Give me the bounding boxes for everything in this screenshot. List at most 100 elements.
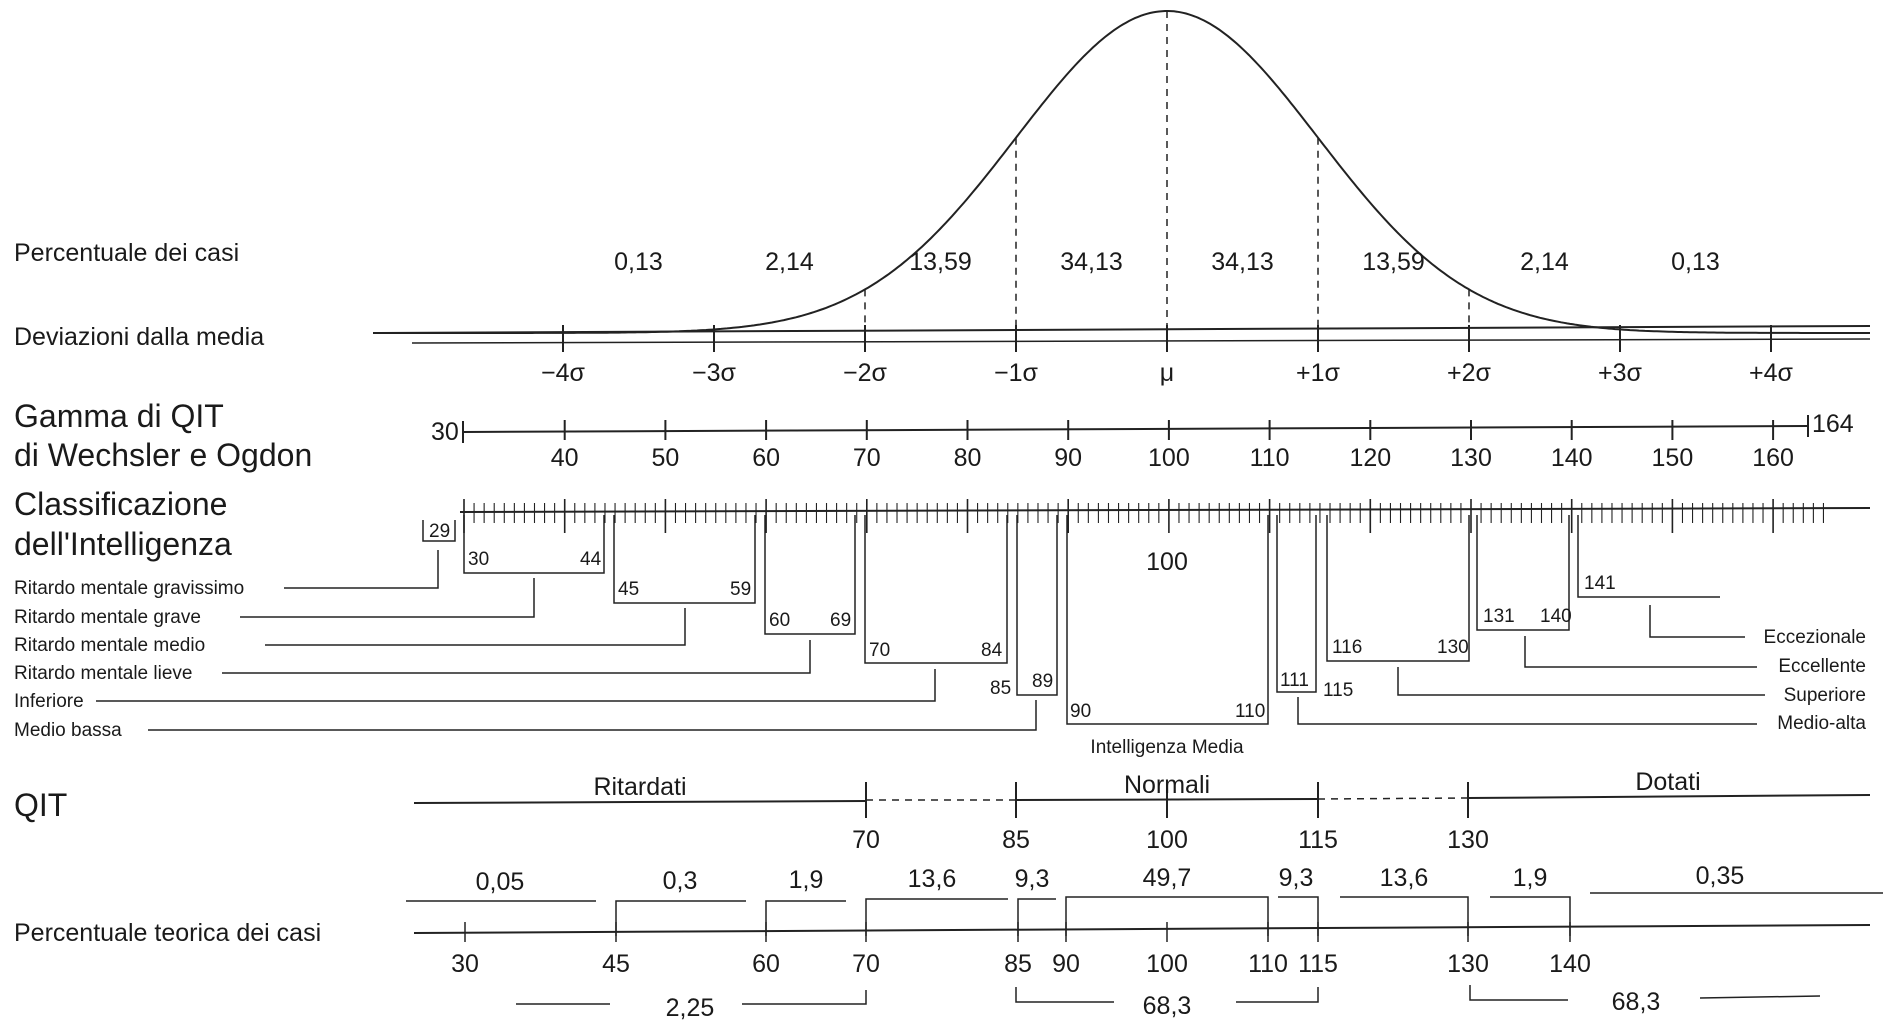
theoretical-percentage: 13,6 bbox=[908, 865, 957, 893]
range-superiore-min: 116 bbox=[1332, 637, 1362, 658]
total-225-right bbox=[742, 990, 867, 1005]
qit-tick-label: 85 bbox=[1002, 826, 1030, 854]
theoretical-tick-label: 130 bbox=[1447, 950, 1489, 978]
theoretical-percentages: 0,05 0,3 1,9 13,6 9,3 49,7 9,3 13,6 1,9 0,35 bbox=[476, 862, 1745, 896]
range-inferiore-min: 70 bbox=[869, 640, 890, 661]
label-gamma-line1: Gamma di QIT bbox=[14, 398, 224, 434]
normal-curve bbox=[373, 10, 1870, 334]
iq-tick-label: 120 bbox=[1349, 444, 1391, 472]
range-gravissimo: 29 bbox=[429, 521, 450, 542]
bracket-inferiore bbox=[864, 515, 1008, 664]
intelligenza-media-label: Intelligenza Media bbox=[1090, 737, 1244, 758]
range-lieve-min: 60 bbox=[769, 610, 790, 631]
sigma-label: −1σ bbox=[994, 359, 1039, 387]
sigma-label: μ bbox=[1160, 359, 1174, 387]
iq-tick-label: 140 bbox=[1551, 444, 1593, 472]
iq-scale-axis bbox=[462, 425, 1809, 433]
curve-percentage: 13,59 bbox=[909, 248, 972, 276]
leader-medio-alta bbox=[1297, 697, 1757, 725]
sigma-label: +1σ bbox=[1296, 359, 1341, 387]
range-eccellente-max: 140 bbox=[1540, 606, 1572, 627]
theoretical-tick-label: 100 bbox=[1146, 950, 1188, 978]
iq-tick-label: 90 bbox=[1054, 444, 1082, 472]
theoretical-percentage: 0,35 bbox=[1696, 862, 1745, 890]
iq-tick-label: 60 bbox=[752, 444, 780, 472]
qit-line-dotati bbox=[1467, 794, 1871, 799]
leader-eccellente bbox=[1524, 636, 1757, 668]
bracket-medio-alta bbox=[1276, 515, 1317, 693]
sigma-label: +4σ bbox=[1749, 359, 1794, 387]
qit-tick-label: 100 bbox=[1146, 826, 1188, 854]
iq-tick-label: 110 bbox=[1250, 444, 1290, 472]
label-percentuale-teorica: Percentuale teorica dei casi bbox=[14, 919, 322, 947]
qit-group-ritardati: Ritardati bbox=[593, 773, 686, 801]
bracket-superiore bbox=[1326, 515, 1470, 662]
label-gamma-line2: di Wechsler e Ogdon bbox=[14, 437, 313, 473]
class-gravissimo: Ritardo mentale gravissimo bbox=[14, 578, 244, 599]
range-superiore-max: 130 bbox=[1437, 637, 1469, 658]
range-lieve-max: 69 bbox=[830, 610, 851, 631]
curve-percentage: 2,14 bbox=[765, 248, 814, 276]
curve-baseline bbox=[372, 325, 1871, 334]
bracket-eccellente bbox=[1476, 515, 1570, 631]
total-683-center: 68,3 bbox=[1143, 992, 1192, 1020]
iq-scale-ticks: 40 50 60 70 80 90 100 110 120 130 140 150 160 bbox=[551, 420, 1794, 472]
theoretical-percentage: 1,9 bbox=[789, 866, 824, 894]
theoretical-percentage: 9,3 bbox=[1015, 865, 1050, 893]
curve-percentages: 0,13 2,14 13,59 34,13 34,13 13,59 2,14 0,13 bbox=[614, 248, 1720, 276]
theoretical-percentage: 0,05 bbox=[476, 868, 525, 896]
theoretical-tick-label: 70 bbox=[852, 950, 880, 978]
bracket-medio bbox=[613, 515, 756, 604]
theoretical-percentage: 9,3 bbox=[1279, 864, 1314, 892]
pct-bar-6 bbox=[1065, 896, 1269, 936]
class-superiore: Superiore bbox=[1784, 685, 1866, 706]
theoretical-tick-label: 60 bbox=[752, 950, 780, 978]
sigma-marks: −4σ −3σ −2σ −1σ μ +1σ +2σ +3σ +4σ bbox=[541, 11, 1794, 387]
class-eccezionale: Eccezionale bbox=[1764, 627, 1866, 648]
qit-dash-right bbox=[1317, 797, 1469, 800]
class-medio-bassa: Medio bassa bbox=[14, 720, 122, 741]
range-media-min: 90 bbox=[1070, 701, 1091, 722]
total-683-right bbox=[1236, 987, 1319, 1003]
range-inferiore-max: 84 bbox=[981, 640, 1003, 661]
range-medio-max: 59 bbox=[730, 579, 751, 600]
iq-tick-label: 150 bbox=[1652, 444, 1694, 472]
class-inferiore: Inferiore bbox=[14, 691, 84, 712]
curve-percentage: 13,59 bbox=[1362, 248, 1425, 276]
class-eccellente: Eccellente bbox=[1778, 656, 1866, 677]
classification-ruler bbox=[459, 507, 1871, 513]
iq-scale-max: 164 bbox=[1812, 410, 1854, 438]
qit-tick-label: 130 bbox=[1447, 826, 1489, 854]
theoretical-tick-label: 45 bbox=[602, 950, 630, 978]
leader-grave bbox=[240, 578, 535, 618]
iq-scale-min: 30 bbox=[431, 418, 459, 446]
iq-tick-label: 160 bbox=[1752, 444, 1794, 472]
class-lieve: Ritardo mentale lieve bbox=[14, 663, 192, 684]
bracket-medio-bassa bbox=[1016, 515, 1058, 696]
curve-percentage: 2,14 bbox=[1520, 248, 1569, 276]
theoretical-tick-label: 115 bbox=[1298, 950, 1338, 978]
curve-percentage: 0,13 bbox=[614, 248, 663, 276]
curve-percentage: 34,13 bbox=[1060, 248, 1123, 276]
iq-tick-label: 40 bbox=[551, 444, 579, 472]
pct-bar-8 bbox=[1340, 896, 1469, 936]
range-eccezionale: 141 bbox=[1584, 573, 1616, 594]
iq-tick-label: 130 bbox=[1450, 444, 1492, 472]
pct-bar-7 bbox=[1278, 896, 1319, 936]
label-qit: QIT bbox=[14, 787, 68, 823]
bracket-lieve bbox=[764, 515, 856, 635]
theoretical-ticks: 30 45 60 70 85 90 100 110 115 130 140 bbox=[451, 922, 1591, 978]
theoretical-tick-label: 30 bbox=[451, 950, 479, 978]
sigma-label: +2σ bbox=[1447, 359, 1492, 387]
sigma-label: −3σ bbox=[692, 359, 737, 387]
qit-group-dotati: Dotati bbox=[1635, 768, 1700, 796]
total-683-right: 68,3 bbox=[1612, 988, 1661, 1016]
total-225: 2,25 bbox=[666, 994, 715, 1021]
total-683-left bbox=[1015, 987, 1114, 1003]
sigma-label: −2σ bbox=[843, 359, 888, 387]
leader-gravissimo bbox=[284, 550, 439, 589]
label-deviazioni: Deviazioni dalla media bbox=[14, 323, 265, 351]
bracket-eccezionale bbox=[1577, 515, 1720, 598]
theoretical-tick-label: 110 bbox=[1248, 950, 1288, 978]
